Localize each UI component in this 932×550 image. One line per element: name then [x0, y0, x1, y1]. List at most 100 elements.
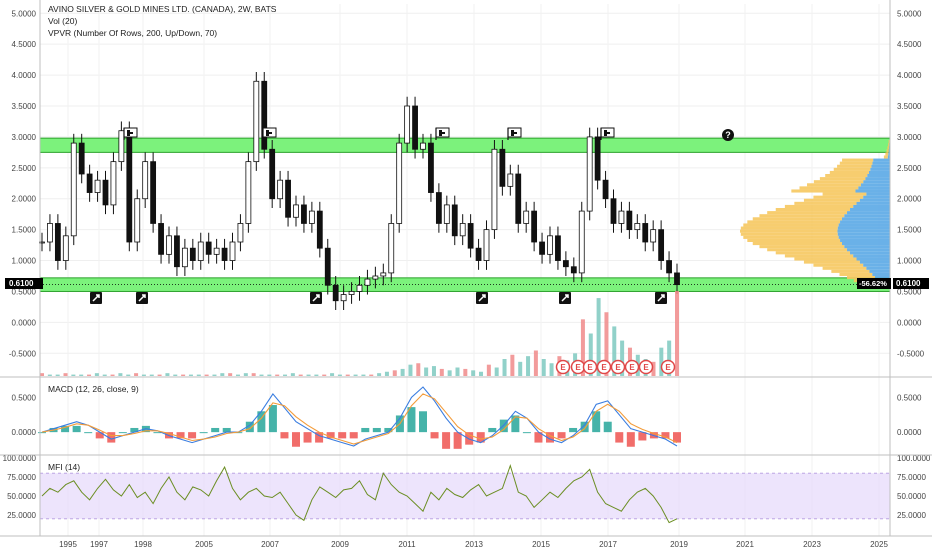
- volume-bar: [196, 374, 201, 376]
- x-tick: 1998: [134, 540, 152, 549]
- y-tick-right: 4.5000: [897, 40, 922, 49]
- candle-body: [594, 136, 601, 181]
- earnings-icon: E: [596, 359, 612, 375]
- event-markers[interactable]: ?E E E E E E E E: [90, 127, 734, 375]
- x-tick: 2023: [803, 540, 821, 549]
- vpvr-up-row: [856, 257, 890, 261]
- macd-histogram-bar: [130, 427, 139, 433]
- volume-bar: [251, 373, 256, 376]
- vpvr-up-row: [863, 263, 890, 267]
- svg-text:E: E: [601, 363, 607, 372]
- volume-bar: [533, 350, 538, 376]
- earnings-icon: E: [638, 359, 654, 375]
- candle-body: [142, 161, 149, 200]
- candle-body: [396, 142, 403, 224]
- x-tick: 1997: [90, 540, 108, 549]
- vpvr-up-row: [873, 158, 890, 162]
- candle-body: [348, 291, 355, 295]
- candle-body: [372, 275, 379, 280]
- candle-body: [189, 247, 196, 261]
- candle-body: [229, 241, 236, 261]
- candle-body: [134, 198, 141, 243]
- vpvr-up-row: [855, 189, 890, 193]
- vpvr-up-row: [840, 238, 890, 242]
- vpvr-up-row: [866, 192, 890, 196]
- x-tick: 2011: [398, 540, 416, 549]
- candle-body: [507, 173, 514, 187]
- volume-bar: [188, 374, 193, 376]
- vpvr-down-row: [833, 167, 871, 171]
- candle-body: [404, 105, 411, 144]
- volume-bar: [502, 359, 507, 376]
- volume-bar: [63, 373, 68, 376]
- x-tick: 2009: [331, 540, 349, 549]
- macd-histogram-bar: [338, 432, 347, 439]
- vpvr-up-row: [888, 149, 890, 153]
- volume-bar: [416, 363, 421, 376]
- macd-histogram-bar: [638, 432, 647, 441]
- volume-bar: [541, 359, 546, 376]
- price-series: [39, 72, 680, 310]
- macd-y-tick: 0.0000: [12, 428, 37, 437]
- volume-bar: [455, 367, 460, 376]
- volume-bar: [377, 373, 382, 376]
- mfi-y-tick-right: 25.0000: [897, 511, 926, 520]
- vpvr-down-row: [752, 242, 842, 246]
- macd-histogram-bar: [222, 427, 231, 433]
- vpvr-down-row: [888, 143, 890, 147]
- candle-body: [324, 247, 331, 286]
- macd-histogram-bar: [38, 432, 46, 434]
- volume-bar: [588, 333, 593, 376]
- vpvr-up-row: [887, 155, 890, 159]
- vpvr-up-row: [850, 251, 890, 255]
- candle-body: [277, 179, 284, 200]
- volume-bar: [659, 347, 664, 376]
- macd-histogram-bar: [522, 432, 531, 434]
- macd-histogram-bar: [61, 425, 70, 433]
- arrow-up-icon: [559, 292, 571, 304]
- svg-text:E: E: [665, 363, 671, 372]
- svg-text:E: E: [575, 363, 581, 372]
- arrow-up-icon: [90, 292, 102, 304]
- candle-body: [443, 204, 450, 224]
- vpvr-down-row: [822, 266, 867, 270]
- candle-body: [261, 80, 268, 150]
- candle-body: [126, 130, 133, 243]
- y-tick-right: 1.5000: [897, 226, 922, 235]
- volume-bar: [494, 367, 499, 376]
- volume-bar: [471, 370, 476, 376]
- candle-body: [459, 223, 466, 237]
- volume-bar: [345, 374, 350, 376]
- candle-body: [86, 173, 93, 193]
- mfi-y-tick-right: 75.0000: [897, 473, 926, 482]
- vpvr-down-row: [829, 170, 869, 174]
- earnings-icon: E: [570, 359, 586, 375]
- volume-bar: [518, 361, 523, 376]
- candle-body: [150, 161, 157, 224]
- vpvr-down-row: [747, 238, 841, 242]
- candle-body: [570, 266, 577, 274]
- candle-body: [586, 136, 593, 212]
- macd-histogram-bar: [292, 432, 300, 447]
- candle-body: [205, 241, 212, 255]
- vpvr-up-row: [841, 242, 890, 246]
- macd-histogram-bar: [442, 432, 451, 449]
- candle-body: [523, 210, 530, 224]
- candle-body: [380, 272, 387, 277]
- vpvr-down-row: [794, 201, 857, 205]
- macd-histogram-bar: [268, 405, 277, 433]
- volume-bar: [361, 374, 366, 376]
- svg-text:0.6100: 0.6100: [9, 279, 34, 288]
- candle-body: [118, 130, 125, 163]
- volume-bar: [165, 373, 170, 376]
- y-tick-left: 2.5000: [12, 164, 37, 173]
- vpvr-up-row: [841, 217, 890, 221]
- volume-bar: [71, 374, 76, 376]
- mfi-label: MFI (14): [48, 462, 80, 472]
- macd-histogram-bar: [569, 427, 578, 433]
- vpvr-down-row: [839, 161, 873, 165]
- signal-line: [41, 393, 678, 445]
- volume-bar: [118, 373, 123, 376]
- chart-title: AVINO SILVER & GOLD MINES LTD. (CANADA),…: [48, 4, 277, 14]
